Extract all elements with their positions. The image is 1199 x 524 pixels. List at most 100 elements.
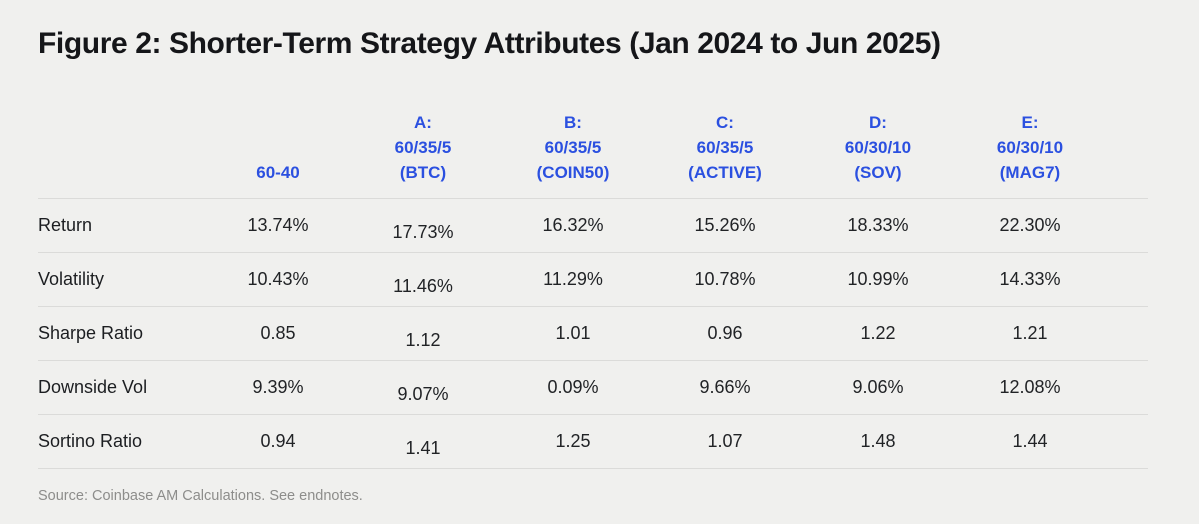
header-line: E: bbox=[1021, 112, 1039, 132]
cell-value: 0.09% bbox=[547, 376, 599, 397]
column-header-d-sov: D: 60/30/10 (SOV) bbox=[802, 64, 954, 199]
table-cell: 13.74% bbox=[208, 198, 348, 253]
header-line: 60/30/10 bbox=[844, 137, 912, 157]
cell-value: 14.33% bbox=[999, 268, 1061, 289]
cell-value: 1.07 bbox=[707, 430, 743, 451]
table-cell: 1.48 bbox=[802, 414, 954, 469]
row-label: Return bbox=[38, 198, 208, 253]
table-cell: 1.07 bbox=[648, 414, 802, 469]
strategy-attributes-table: 60-40 A: 60/35/5 (BTC) B: 60/35/5 (COIN5… bbox=[38, 64, 1148, 469]
header-line: D: bbox=[869, 112, 887, 132]
table-cell: 10.43% bbox=[208, 252, 348, 307]
figure-container: Figure 2: Shorter-Term Strategy Attribut… bbox=[38, 27, 1148, 504]
row-label: Sharpe Ratio bbox=[38, 306, 208, 361]
cell-value: 1.01 bbox=[555, 322, 591, 343]
cell-value: 1.21 bbox=[1012, 322, 1048, 343]
cell-value: 1.48 bbox=[860, 430, 896, 451]
table-cell: 22.30% bbox=[954, 198, 1106, 253]
table-cell: 9.66% bbox=[648, 360, 802, 415]
table-cell: 0.09% bbox=[498, 360, 648, 415]
cell-value: 16.32% bbox=[542, 214, 604, 235]
cell-value: 22.30% bbox=[999, 214, 1061, 235]
cell-value: 18.33% bbox=[847, 214, 909, 235]
header-line: (COIN50) bbox=[536, 162, 610, 182]
header-line: (MAG7) bbox=[999, 162, 1061, 182]
header-line: A: bbox=[414, 112, 432, 132]
cell-value: 10.43% bbox=[247, 268, 309, 289]
table-cell: 0.96 bbox=[648, 306, 802, 361]
cell-value: 17.73% bbox=[392, 221, 454, 242]
table-cell: 11.29% bbox=[498, 252, 648, 307]
row-label: Downside Vol bbox=[38, 360, 208, 415]
cell-value: 1.12 bbox=[405, 329, 441, 350]
table-cell: 1.12 bbox=[348, 306, 498, 361]
spacer-cell bbox=[1106, 306, 1148, 361]
header-line: (SOV) bbox=[854, 162, 902, 182]
table-cell: 1.25 bbox=[498, 414, 648, 469]
spacer-cell bbox=[1106, 252, 1148, 307]
cell-value: 0.94 bbox=[260, 430, 296, 451]
table-row-return: Return 13.74% 17.73% 16.32% 15.26% 18.33… bbox=[38, 198, 1148, 253]
table-cell: 10.99% bbox=[802, 252, 954, 307]
cell-value: 1.44 bbox=[1012, 430, 1048, 451]
cell-value: 9.06% bbox=[852, 376, 904, 397]
cell-value: 13.74% bbox=[247, 214, 309, 235]
table-cell: 9.06% bbox=[802, 360, 954, 415]
table-cell: 9.39% bbox=[208, 360, 348, 415]
table-cell: 17.73% bbox=[348, 198, 498, 253]
table-cell: 12.08% bbox=[954, 360, 1106, 415]
spacer-cell bbox=[1106, 360, 1148, 415]
table-cell: 0.94 bbox=[208, 414, 348, 469]
cell-value: 9.07% bbox=[397, 383, 449, 404]
table-cell: 14.33% bbox=[954, 252, 1106, 307]
cell-value: 0.85 bbox=[260, 322, 296, 343]
cell-value: 15.26% bbox=[694, 214, 756, 235]
column-header-60-40: 60-40 bbox=[208, 64, 348, 199]
cell-value: 11.29% bbox=[543, 268, 603, 289]
cell-value: 1.22 bbox=[860, 322, 896, 343]
cell-value: 1.41 bbox=[405, 437, 441, 458]
table-row-downside-vol: Downside Vol 9.39% 9.07% 0.09% 9.66% 9.0… bbox=[38, 360, 1148, 415]
spacer-cell bbox=[1106, 414, 1148, 469]
header-spacer bbox=[1106, 64, 1148, 199]
column-header-c-active: C: 60/35/5 (ACTIVE) bbox=[648, 64, 802, 199]
source-note: Source: Coinbase AM Calculations. See en… bbox=[38, 487, 363, 504]
header-line: 60/30/10 bbox=[996, 137, 1064, 157]
cell-value: 0.96 bbox=[707, 322, 743, 343]
table-cell: 9.07% bbox=[348, 360, 498, 415]
figure-title: Figure 2: Shorter-Term Strategy Attribut… bbox=[38, 27, 941, 60]
header-line: (ACTIVE) bbox=[688, 162, 762, 182]
header-line: B: bbox=[564, 112, 582, 132]
table-cell: 0.85 bbox=[208, 306, 348, 361]
column-header-metric bbox=[38, 64, 208, 199]
cell-value: 11.46% bbox=[393, 275, 453, 296]
table-cell: 18.33% bbox=[802, 198, 954, 253]
cell-value: 9.66% bbox=[699, 376, 751, 397]
table-cell: 1.22 bbox=[802, 306, 954, 361]
header-row: 60-40 A: 60/35/5 (BTC) B: 60/35/5 (COIN5… bbox=[38, 64, 1148, 199]
table-row-volatility: Volatility 10.43% 11.46% 11.29% 10.78% 1… bbox=[38, 252, 1148, 307]
column-header-a-btc: A: 60/35/5 (BTC) bbox=[348, 64, 498, 199]
table-cell: 1.01 bbox=[498, 306, 648, 361]
table-cell: 1.41 bbox=[348, 414, 498, 469]
cell-value: 10.78% bbox=[694, 268, 756, 289]
row-label: Volatility bbox=[38, 252, 208, 307]
table-row-sortino-ratio: Sortino Ratio 0.94 1.41 1.25 1.07 1.48 1… bbox=[38, 414, 1148, 469]
table-cell: 16.32% bbox=[498, 198, 648, 253]
spacer-cell bbox=[1106, 198, 1148, 253]
column-header-b-coin50: B: 60/35/5 (COIN50) bbox=[498, 64, 648, 199]
table-cell: 1.21 bbox=[954, 306, 1106, 361]
cell-value: 9.39% bbox=[252, 376, 304, 397]
cell-value: 1.25 bbox=[555, 430, 591, 451]
header-line: (BTC) bbox=[399, 162, 447, 182]
header-line: 60/35/5 bbox=[544, 137, 602, 157]
table-cell: 15.26% bbox=[648, 198, 802, 253]
row-label: Sortino Ratio bbox=[38, 414, 208, 469]
table-cell: 11.46% bbox=[348, 252, 498, 307]
header-line: C: bbox=[716, 112, 734, 132]
header-line: 60-40 bbox=[256, 162, 300, 182]
cell-value: 12.08% bbox=[999, 376, 1061, 397]
header-line: 60/35/5 bbox=[696, 137, 754, 157]
table-cell: 1.44 bbox=[954, 414, 1106, 469]
cell-value: 10.99% bbox=[847, 268, 909, 289]
